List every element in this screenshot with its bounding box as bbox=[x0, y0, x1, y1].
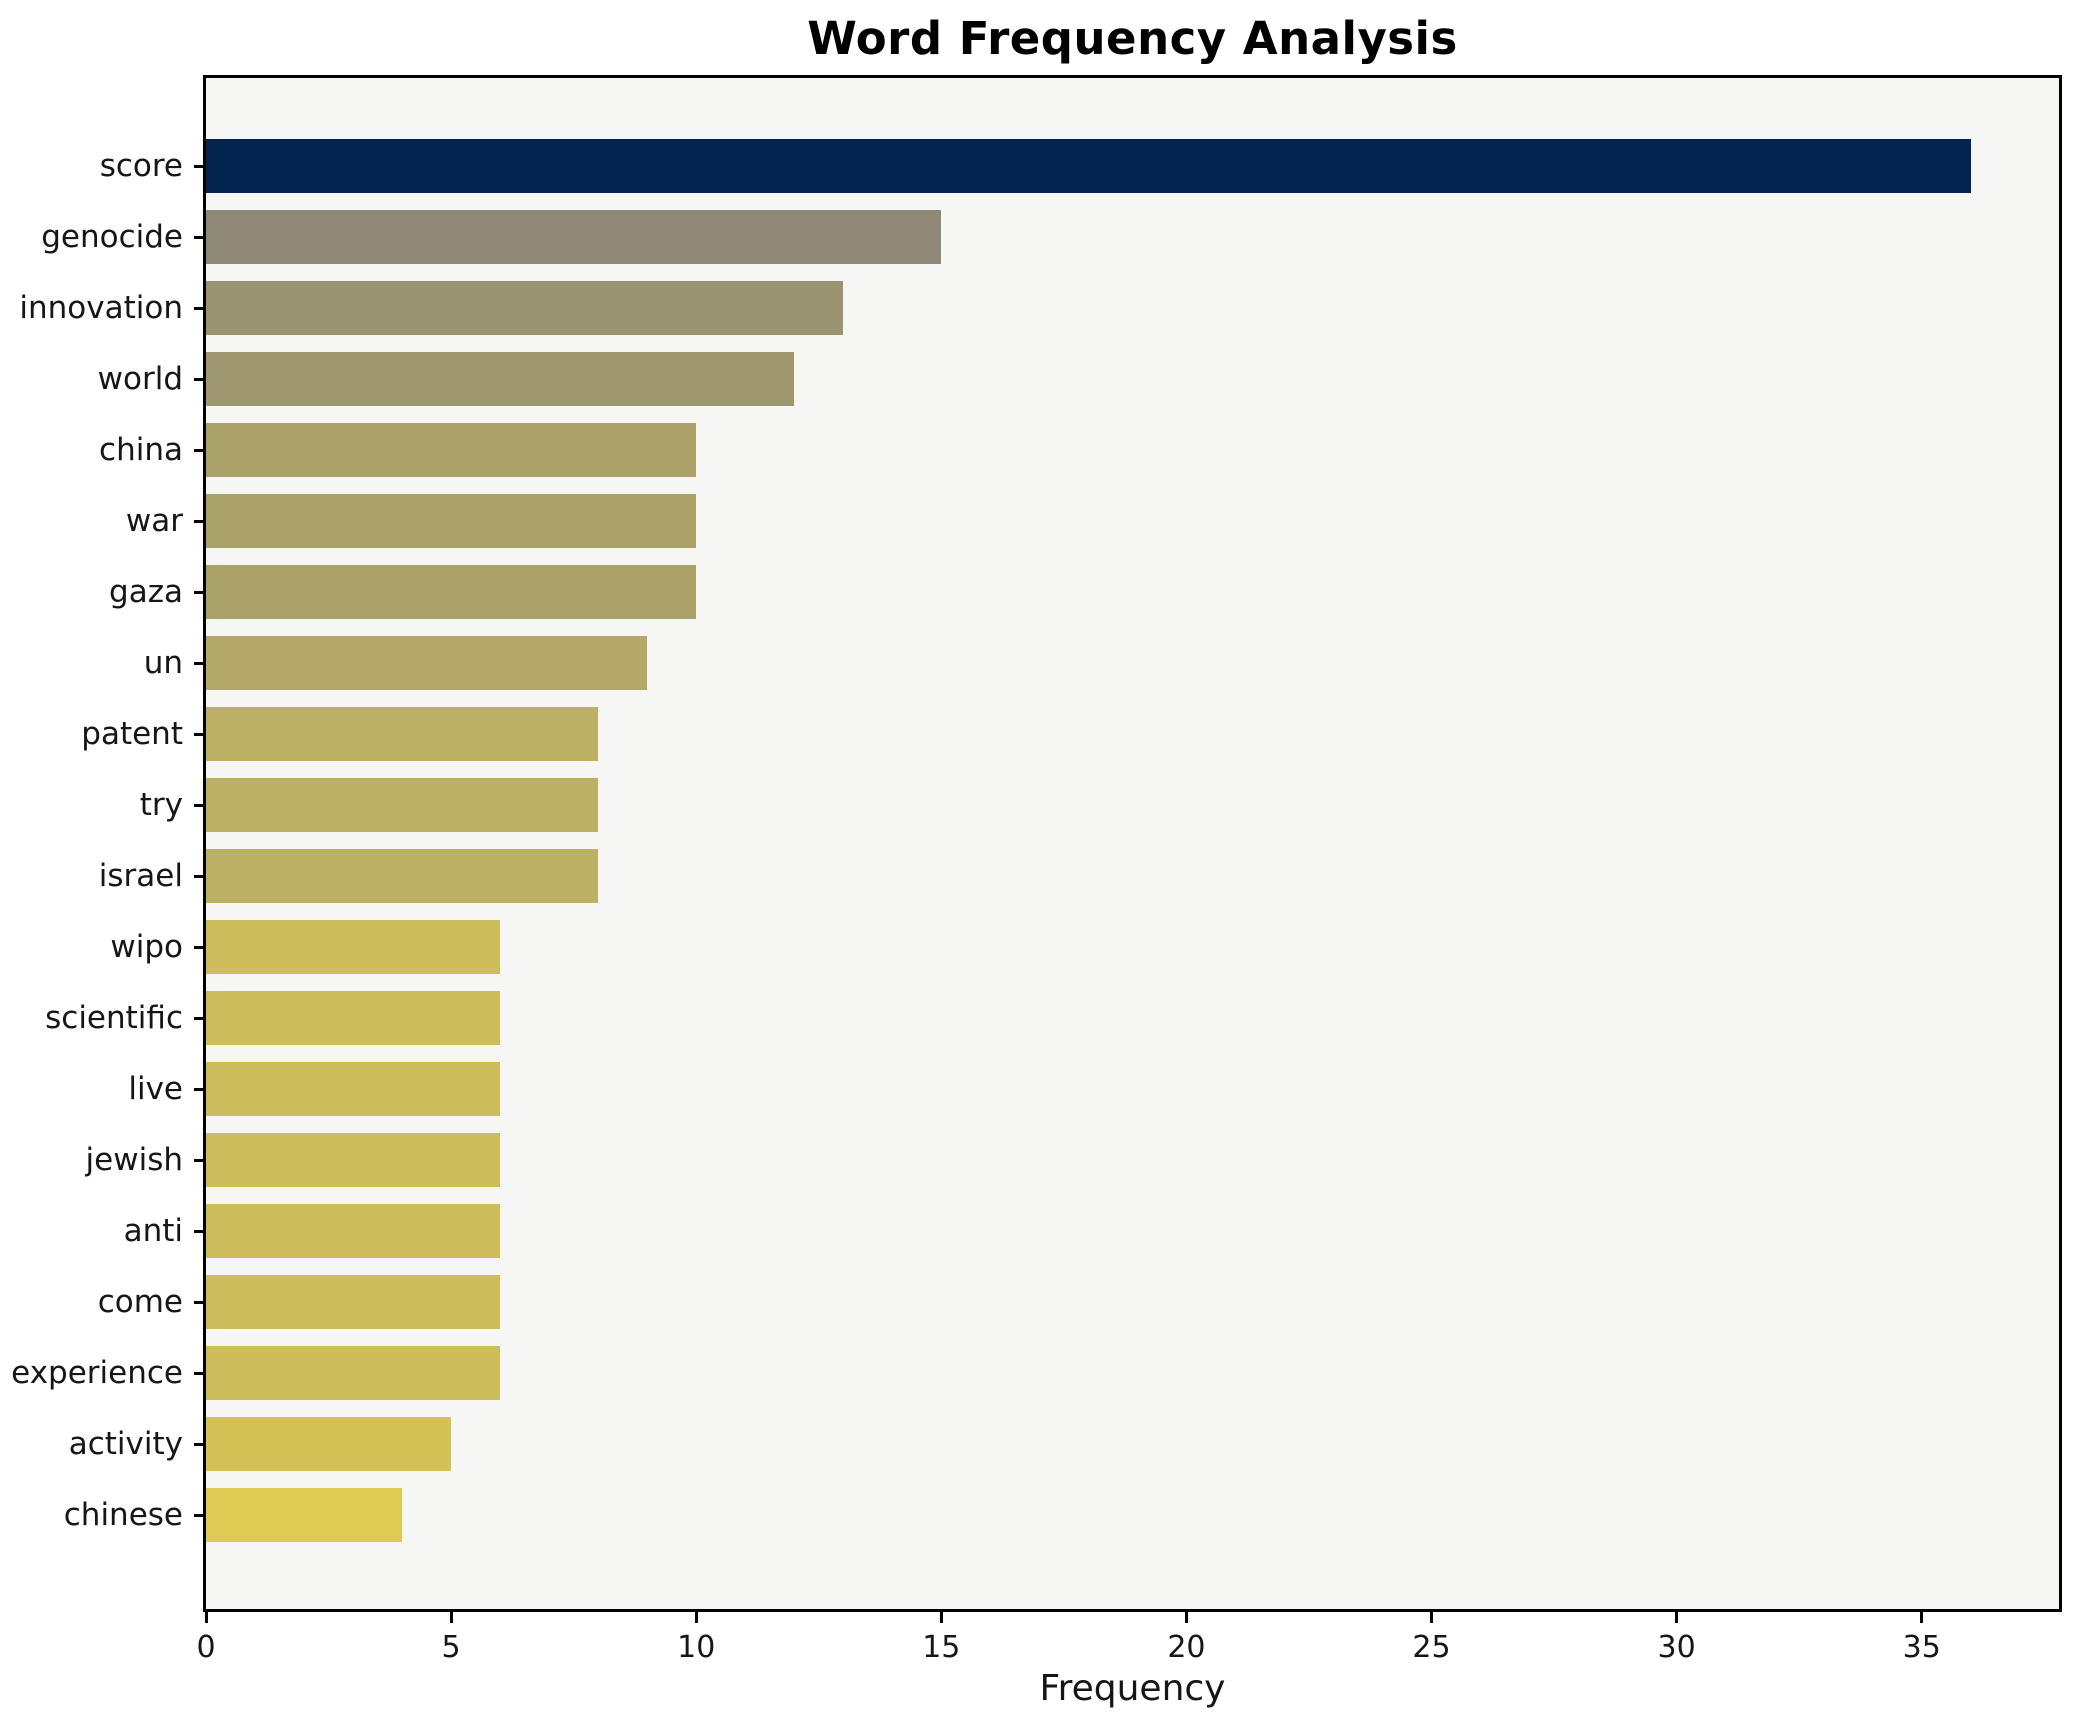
y-tick-label-score: score bbox=[99, 148, 183, 184]
x-tick-mark bbox=[694, 1612, 698, 1623]
y-tick-label-genocide: genocide bbox=[41, 219, 183, 255]
x-tick-mark bbox=[449, 1612, 453, 1623]
y-tick-label-israel: israel bbox=[98, 858, 183, 894]
y-tick-mark bbox=[194, 803, 203, 807]
y-tick-label-chinese: chinese bbox=[63, 1497, 183, 1533]
y-tick-mark bbox=[194, 661, 203, 665]
y-tick-mark bbox=[194, 732, 203, 736]
x-tick-mark bbox=[1184, 1612, 1188, 1623]
bar-un bbox=[206, 636, 647, 690]
y-tick-mark bbox=[194, 945, 203, 949]
y-tick-mark bbox=[194, 874, 203, 878]
y-tick-mark bbox=[194, 1016, 203, 1020]
y-tick-label-wipo: wipo bbox=[110, 929, 183, 965]
y-tick-label-world: world bbox=[97, 361, 183, 397]
y-tick-mark bbox=[194, 519, 203, 523]
bar-chinese bbox=[206, 1488, 402, 1542]
bar-jewish bbox=[206, 1133, 500, 1187]
x-tick-mark bbox=[204, 1612, 208, 1623]
y-tick-mark bbox=[194, 448, 203, 452]
x-axis-label: Frequency bbox=[1039, 1668, 1226, 1709]
x-tick-label-35: 35 bbox=[1902, 1630, 1941, 1665]
y-tick-mark bbox=[194, 1087, 203, 1091]
bar-live bbox=[206, 1062, 500, 1116]
bar-scientific bbox=[206, 991, 500, 1045]
y-tick-mark bbox=[194, 235, 203, 239]
y-tick-label-gaza: gaza bbox=[109, 574, 183, 610]
bar-gaza bbox=[206, 565, 696, 619]
x-tick-mark bbox=[1430, 1612, 1434, 1623]
x-tick-label-20: 20 bbox=[1167, 1630, 1206, 1665]
y-tick-mark bbox=[194, 1371, 203, 1375]
y-tick-label-patent: patent bbox=[81, 716, 183, 752]
x-tick-mark bbox=[939, 1612, 943, 1623]
y-tick-mark bbox=[194, 1300, 203, 1304]
x-tick-mark bbox=[1920, 1612, 1924, 1623]
x-tick-label-0: 0 bbox=[196, 1630, 216, 1665]
bar-innovation bbox=[206, 281, 843, 335]
y-tick-mark bbox=[194, 164, 203, 168]
bar-war bbox=[206, 494, 696, 548]
y-tick-label-innovation: innovation bbox=[19, 290, 183, 326]
y-tick-label-scientific: scientific bbox=[45, 1000, 183, 1036]
x-tick-label-5: 5 bbox=[441, 1630, 461, 1665]
y-tick-mark bbox=[194, 1229, 203, 1233]
y-tick-mark bbox=[194, 306, 203, 310]
y-tick-label-china: china bbox=[99, 432, 183, 468]
bar-anti bbox=[206, 1204, 500, 1258]
bar-wipo bbox=[206, 920, 500, 974]
y-tick-label-war: war bbox=[125, 503, 183, 539]
y-tick-label-jewish: jewish bbox=[85, 1142, 183, 1178]
x-tick-label-10: 10 bbox=[677, 1630, 716, 1665]
bar-come bbox=[206, 1275, 500, 1329]
x-tick-mark bbox=[1675, 1612, 1679, 1623]
bar-score bbox=[206, 139, 1971, 193]
y-tick-mark bbox=[194, 590, 203, 594]
chart-title: Word Frequency Analysis bbox=[807, 12, 1458, 65]
plot-area bbox=[203, 75, 2062, 1612]
x-tick-label-30: 30 bbox=[1657, 1630, 1696, 1665]
y-tick-mark bbox=[194, 1442, 203, 1446]
bar-experience bbox=[206, 1346, 500, 1400]
bar-israel bbox=[206, 849, 598, 903]
x-tick-label-15: 15 bbox=[922, 1630, 961, 1665]
bar-world bbox=[206, 352, 794, 406]
y-tick-label-live: live bbox=[128, 1071, 183, 1107]
y-tick-mark bbox=[194, 1513, 203, 1517]
y-tick-label-activity: activity bbox=[68, 1426, 183, 1462]
y-tick-label-un: un bbox=[143, 645, 183, 681]
bar-patent bbox=[206, 707, 598, 761]
bar-activity bbox=[206, 1417, 451, 1471]
bar-china bbox=[206, 423, 696, 477]
y-tick-label-come: come bbox=[97, 1284, 183, 1320]
y-tick-label-experience: experience bbox=[11, 1355, 183, 1391]
bar-genocide bbox=[206, 210, 941, 264]
y-tick-mark bbox=[194, 377, 203, 381]
x-tick-label-25: 25 bbox=[1412, 1630, 1451, 1665]
y-tick-mark bbox=[194, 1158, 203, 1162]
y-tick-label-anti: anti bbox=[123, 1213, 183, 1249]
bar-try bbox=[206, 778, 598, 832]
y-tick-label-try: try bbox=[139, 787, 183, 823]
